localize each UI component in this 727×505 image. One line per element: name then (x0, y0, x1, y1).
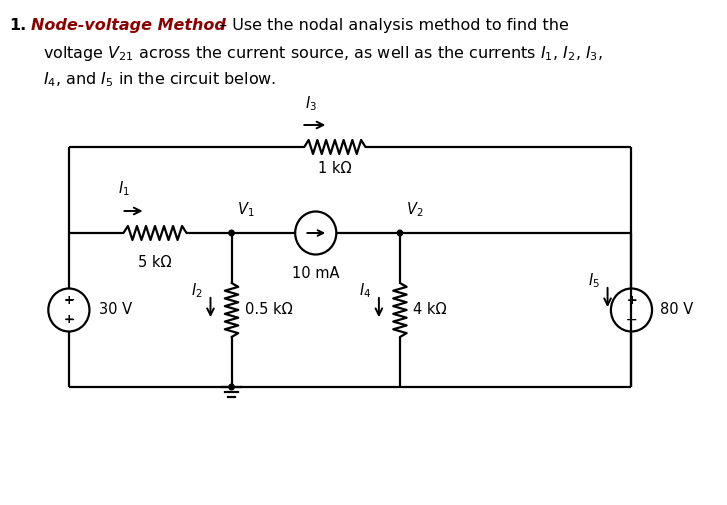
Text: $I_3$: $I_3$ (305, 94, 317, 113)
Text: 30 V: 30 V (99, 302, 132, 318)
Text: +: + (626, 294, 637, 307)
Text: – Use the nodal analysis method to find the: – Use the nodal analysis method to find … (214, 18, 569, 33)
Text: $V_1$: $V_1$ (237, 200, 254, 219)
Text: −: − (626, 313, 638, 327)
Text: voltage $V_{21}$ across the current source, as well as the currents $I_1$, $I_2$: voltage $V_{21}$ across the current sour… (43, 44, 603, 63)
Text: 10 mA: 10 mA (292, 267, 340, 281)
Text: 1 kΩ: 1 kΩ (318, 161, 352, 176)
Text: +: + (63, 294, 74, 307)
Text: $I_4$: $I_4$ (359, 282, 371, 300)
Text: 5 kΩ: 5 kΩ (138, 255, 172, 270)
Text: $V_2$: $V_2$ (406, 200, 423, 219)
Text: 0.5 kΩ: 0.5 kΩ (245, 302, 292, 318)
Circle shape (229, 384, 234, 390)
Text: $I_1$: $I_1$ (118, 179, 129, 198)
Text: 1.: 1. (9, 18, 27, 33)
Text: $I_5$: $I_5$ (588, 272, 600, 290)
Text: −: − (63, 313, 75, 327)
Text: −: − (63, 293, 75, 308)
Circle shape (229, 230, 234, 236)
Text: 4 kΩ: 4 kΩ (414, 302, 447, 318)
Text: $I_2$: $I_2$ (191, 282, 203, 300)
Text: +: + (63, 313, 74, 326)
Text: −: − (626, 313, 638, 327)
Text: Node-voltage Method: Node-voltage Method (31, 18, 225, 33)
Text: 80 V: 80 V (659, 302, 693, 318)
Text: +: + (626, 294, 637, 307)
Text: $I_4$, and $I_5$ in the circuit below.: $I_4$, and $I_5$ in the circuit below. (43, 70, 276, 89)
Circle shape (397, 230, 403, 236)
